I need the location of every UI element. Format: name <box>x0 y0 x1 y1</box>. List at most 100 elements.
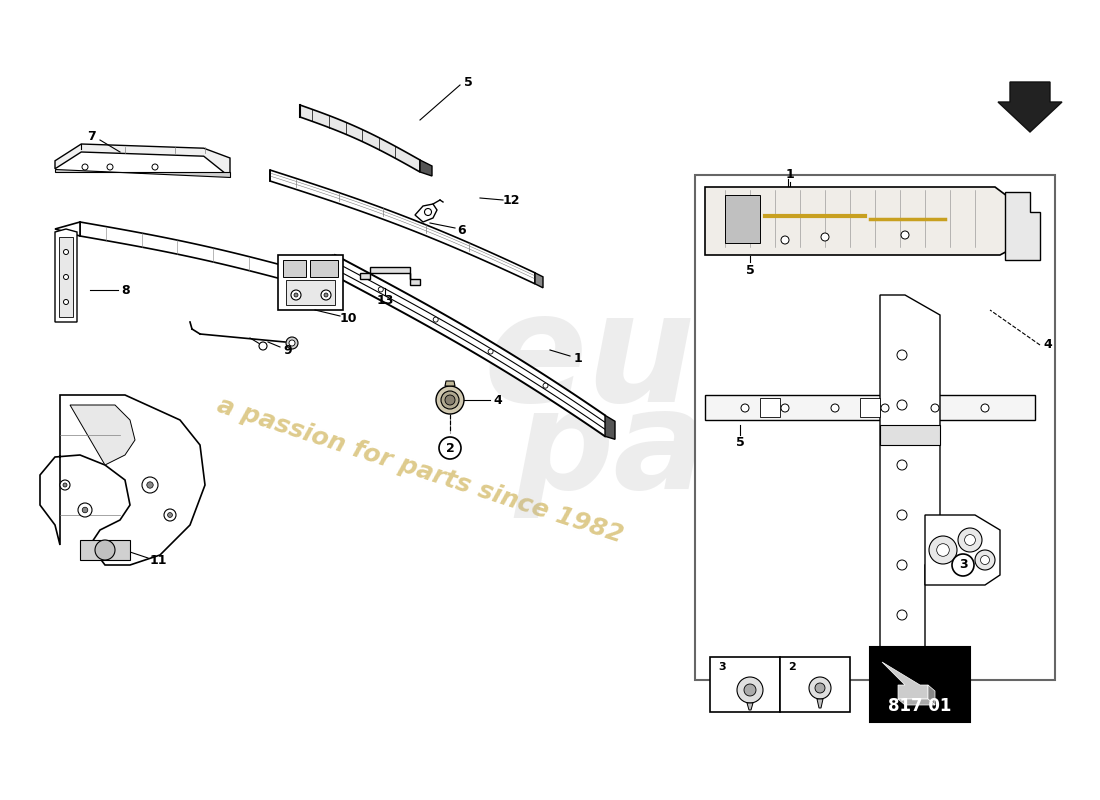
Circle shape <box>152 164 158 170</box>
Polygon shape <box>55 229 77 322</box>
Bar <box>870 647 970 722</box>
Circle shape <box>543 383 548 388</box>
Text: 8: 8 <box>122 283 130 297</box>
Circle shape <box>815 683 825 693</box>
Circle shape <box>931 404 939 412</box>
Circle shape <box>64 299 68 305</box>
Text: 5: 5 <box>736 435 745 449</box>
Circle shape <box>146 482 153 488</box>
Circle shape <box>896 350 907 360</box>
Circle shape <box>64 250 68 254</box>
Text: a passion for parts since 1982: a passion for parts since 1982 <box>213 393 626 547</box>
Circle shape <box>930 536 957 564</box>
Polygon shape <box>59 237 73 317</box>
Polygon shape <box>605 415 615 439</box>
Text: 5: 5 <box>463 75 472 89</box>
Circle shape <box>975 550 996 570</box>
Text: 11: 11 <box>150 554 167 566</box>
Polygon shape <box>336 255 605 436</box>
Text: 817 01: 817 01 <box>889 697 952 715</box>
Text: 1: 1 <box>573 351 582 365</box>
Polygon shape <box>760 398 780 417</box>
Circle shape <box>436 386 464 414</box>
Circle shape <box>737 677 763 703</box>
Polygon shape <box>998 82 1062 132</box>
Circle shape <box>896 510 907 520</box>
Polygon shape <box>705 395 1035 420</box>
Text: 9: 9 <box>284 343 293 357</box>
Circle shape <box>781 236 789 244</box>
Text: 6: 6 <box>458 223 466 237</box>
Circle shape <box>60 480 70 490</box>
Polygon shape <box>360 267 420 285</box>
Text: 10: 10 <box>339 311 356 325</box>
Circle shape <box>292 290 301 300</box>
Text: 12: 12 <box>503 194 519 206</box>
Polygon shape <box>80 222 280 278</box>
Circle shape <box>107 164 113 170</box>
Polygon shape <box>55 169 230 178</box>
Circle shape <box>488 349 493 354</box>
Text: 3: 3 <box>959 558 967 571</box>
Circle shape <box>258 342 267 350</box>
Polygon shape <box>747 703 754 710</box>
Circle shape <box>167 513 173 518</box>
Circle shape <box>980 555 990 565</box>
Circle shape <box>901 231 909 239</box>
Circle shape <box>95 540 116 560</box>
Polygon shape <box>446 381 455 386</box>
Circle shape <box>896 560 907 570</box>
Circle shape <box>321 290 331 300</box>
Polygon shape <box>880 425 940 445</box>
Text: 2: 2 <box>788 662 795 672</box>
Circle shape <box>446 395 455 405</box>
Bar <box>780 657 850 712</box>
Bar <box>695 175 1055 680</box>
Circle shape <box>741 404 749 412</box>
Circle shape <box>294 293 298 297</box>
Circle shape <box>896 400 907 410</box>
Text: euro: euro <box>484 286 877 434</box>
Text: 5: 5 <box>746 263 755 277</box>
Text: 2: 2 <box>446 442 454 454</box>
Polygon shape <box>1005 192 1040 260</box>
Polygon shape <box>925 515 1000 585</box>
Text: 1: 1 <box>785 169 794 182</box>
Circle shape <box>439 437 461 459</box>
Text: parts: parts <box>515 382 925 518</box>
Circle shape <box>937 544 949 556</box>
Polygon shape <box>882 662 928 699</box>
Circle shape <box>82 507 88 513</box>
Bar <box>710 657 780 712</box>
Circle shape <box>781 404 789 412</box>
Polygon shape <box>535 273 543 288</box>
Circle shape <box>63 483 67 487</box>
Polygon shape <box>283 260 306 277</box>
Polygon shape <box>278 255 343 310</box>
Circle shape <box>82 164 88 170</box>
Circle shape <box>441 391 459 409</box>
Circle shape <box>965 534 976 546</box>
Polygon shape <box>817 699 823 708</box>
Circle shape <box>425 209 431 215</box>
Circle shape <box>881 404 889 412</box>
Polygon shape <box>415 204 437 222</box>
Polygon shape <box>705 187 1015 255</box>
Circle shape <box>433 317 438 322</box>
Text: 4: 4 <box>494 394 503 406</box>
Polygon shape <box>880 295 940 665</box>
Circle shape <box>821 233 829 241</box>
Circle shape <box>830 404 839 412</box>
Circle shape <box>981 404 989 412</box>
Polygon shape <box>300 105 420 172</box>
Polygon shape <box>55 222 80 236</box>
Circle shape <box>378 287 383 292</box>
Circle shape <box>324 293 328 297</box>
Circle shape <box>896 460 907 470</box>
Polygon shape <box>40 395 205 565</box>
Text: 7: 7 <box>88 130 97 142</box>
Polygon shape <box>898 699 935 705</box>
Polygon shape <box>280 265 300 278</box>
Circle shape <box>952 554 974 576</box>
Polygon shape <box>860 398 880 417</box>
